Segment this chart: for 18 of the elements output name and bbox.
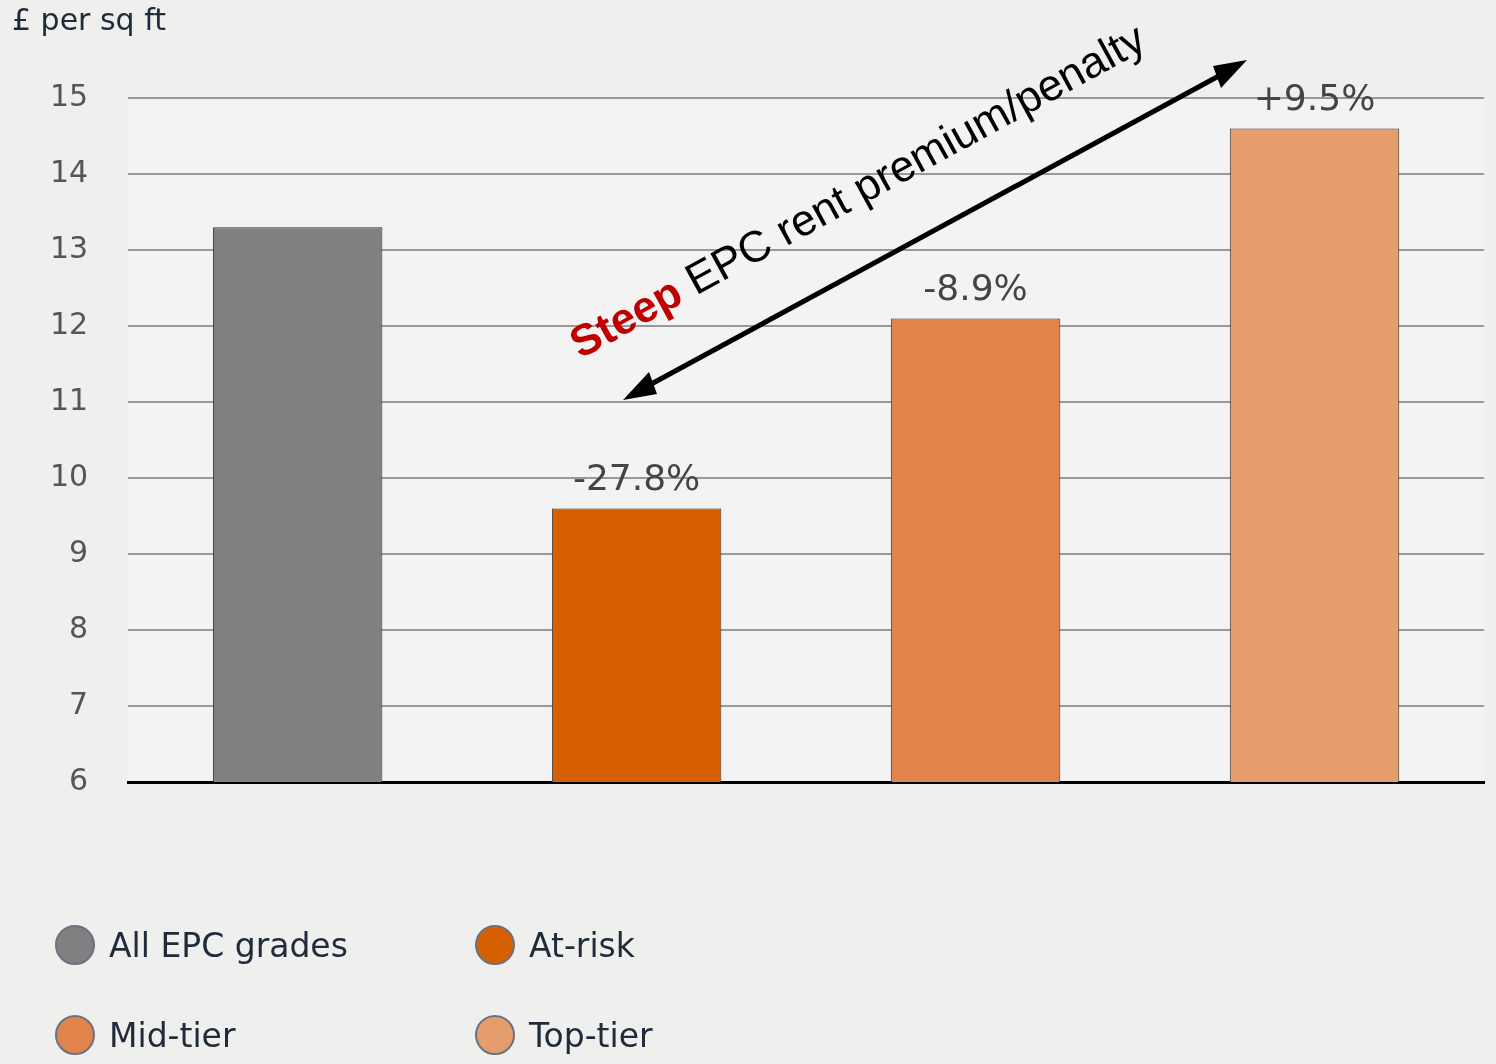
y-tick-label: 11 — [49, 381, 89, 417]
y-tick-label: 14 — [49, 153, 89, 189]
legend-label: Top-tier — [529, 1015, 653, 1055]
annotation: -27.8% — [572, 456, 701, 498]
y-tick-label: 8 — [69, 609, 89, 645]
legend-label: At-risk — [529, 925, 635, 965]
annotation: +9.5% — [1253, 76, 1376, 118]
annotation: -8.9% — [923, 266, 1028, 308]
y-axis-title: £ per sq ft — [12, 2, 166, 37]
y-tick-label: 9 — [69, 533, 89, 569]
y-tick-label: 12 — [49, 305, 89, 341]
y-tick-label: 7 — [69, 685, 89, 721]
y-tick-label: 6 — [69, 761, 89, 797]
legend-label: All EPC grades — [109, 925, 348, 965]
y-tick-label: 13 — [49, 229, 89, 265]
y-tick-label: 15 — [49, 77, 89, 113]
legend-label: Mid-tier — [109, 1015, 236, 1055]
y-tick-label: 10 — [49, 457, 89, 493]
